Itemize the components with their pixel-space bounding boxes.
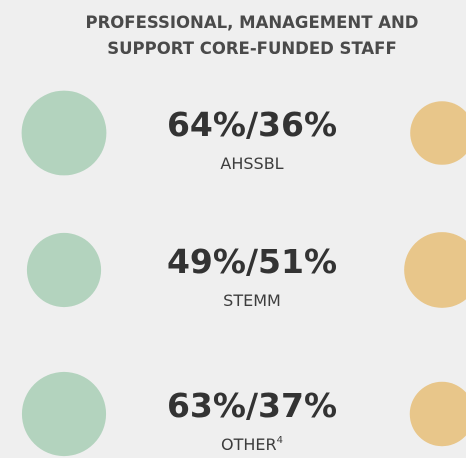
percent-value: 37% — [258, 386, 337, 425]
share-circle — [21, 90, 107, 176]
category-name: OTHER — [221, 435, 277, 454]
category-label: OTHER4 — [221, 435, 283, 454]
title-line: SUPPORT CORE-FUNDED STAFF — [107, 39, 396, 58]
percent-label: 64%/36% — [167, 105, 337, 144]
percent-value: 49% — [167, 242, 246, 281]
separator: / — [246, 105, 259, 144]
category-label: STEMM — [223, 291, 281, 310]
share-circle — [409, 381, 466, 447]
title-line: PROFESSIONAL, MANAGEMENT AND — [85, 13, 418, 32]
separator: / — [246, 386, 259, 425]
percent-value: 51% — [258, 242, 337, 281]
share-circle — [26, 232, 102, 308]
footnote-mark: 4 — [277, 435, 283, 446]
percent-value: 63% — [167, 386, 246, 425]
share-circle — [404, 232, 466, 308]
percent-label: 49%/51% — [167, 242, 337, 281]
percent-value: 64% — [167, 105, 246, 144]
percent-label: 63%/37% — [167, 386, 337, 425]
category-label: AHSSBL — [220, 154, 283, 173]
category-name: STEMM — [223, 291, 281, 310]
separator: / — [246, 242, 259, 281]
category-name: AHSSBL — [220, 154, 283, 173]
share-circle — [21, 371, 107, 457]
percent-value: 36% — [258, 105, 337, 144]
share-circle — [410, 101, 466, 165]
